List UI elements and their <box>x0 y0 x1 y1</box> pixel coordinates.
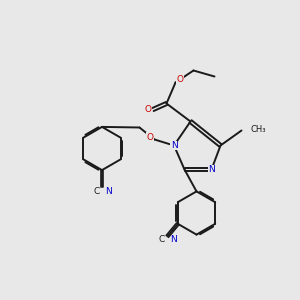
Text: C: C <box>94 188 100 196</box>
Text: O: O <box>146 133 154 142</box>
Text: O: O <box>176 75 184 84</box>
Text: C: C <box>158 236 164 244</box>
Text: N: N <box>170 236 177 244</box>
Text: N: N <box>208 165 215 174</box>
Text: CH₃: CH₃ <box>250 124 266 134</box>
Text: N: N <box>105 188 112 196</box>
Text: N: N <box>171 141 177 150</box>
Text: O: O <box>144 105 151 114</box>
